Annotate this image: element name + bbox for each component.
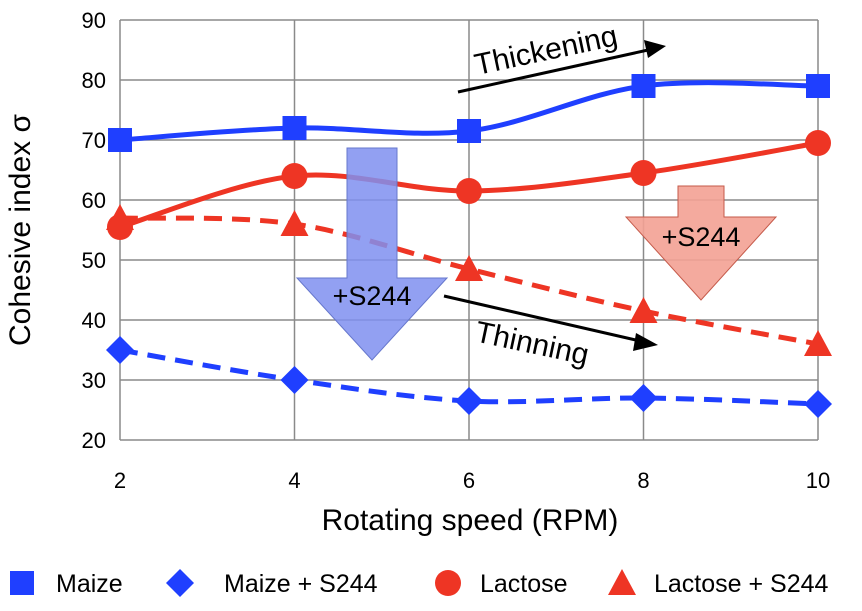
legend: Maize Maize + S244 Lactose Lactose + S244 [10, 569, 829, 598]
data-point-lactose-s244 [804, 330, 832, 356]
x-tick-label: 4 [288, 468, 300, 493]
data-point-maize [108, 128, 132, 152]
series-line-lactose-s244 [119, 215, 819, 347]
legend-marker-lactose-s244 [608, 569, 636, 595]
legend-label-lactose: Lactose [480, 570, 568, 598]
data-point-maize [806, 74, 830, 98]
x-tick-label: 6 [463, 468, 475, 493]
thickening-arrow-head [644, 40, 666, 58]
arrow-label-salmon: +S244 [662, 222, 741, 252]
data-point-maize-s244 [455, 387, 483, 415]
data-point-lactose-s244 [629, 297, 658, 323]
data-point-maize [631, 74, 656, 98]
arrow-label-blue: +S244 [333, 281, 412, 311]
y-tick-label: 80 [82, 68, 106, 93]
y-tick-label: 20 [82, 428, 106, 453]
data-point-maize [457, 119, 481, 143]
y-tick-label: 70 [82, 128, 106, 153]
data-point-lactose [805, 130, 831, 156]
legend-marker-lactose [435, 570, 461, 596]
legend-label-maize-s244: Maize + S244 [224, 570, 378, 598]
data-point-maize-s244 [629, 384, 658, 412]
data-point-maize-s244 [280, 366, 309, 394]
data-point-lactose-s244 [280, 210, 309, 236]
data-point-lactose [281, 163, 308, 189]
x-axis-title: Rotating speed (RPM) [322, 504, 619, 537]
y-tick-label: 90 [82, 8, 106, 33]
legend-label-lactose-s244: Lactose + S244 [654, 570, 829, 598]
legend-label-maize: Maize [56, 570, 123, 598]
y-tick-label: 60 [82, 188, 106, 213]
thinning-label: Thinning [472, 316, 591, 372]
series-layer [106, 74, 832, 418]
x-tick-label: 2 [114, 468, 126, 493]
thinning-arrow-head [633, 333, 658, 351]
legend-marker-maize-s244 [166, 569, 194, 597]
legend-marker-maize [10, 571, 34, 595]
data-point-lactose-s244 [106, 204, 134, 230]
x-tick-labels: 2 4 6 8 10 [114, 468, 830, 493]
down-arrow-salmon [624, 185, 778, 301]
data-point-lactose [630, 160, 657, 186]
thinning-arrow-line [443, 294, 641, 343]
y-tick-label: 50 [82, 248, 106, 273]
x-tick-label: 8 [637, 468, 649, 493]
y-tick-label: 40 [82, 308, 106, 333]
data-point-lactose [456, 178, 482, 204]
y-axis-title: Cohesive index σ [4, 114, 37, 346]
data-point-maize-s244 [106, 336, 134, 364]
x-tick-label: 10 [806, 468, 830, 493]
thickening-arrow-line [457, 48, 649, 94]
data-point-maize-s244 [804, 390, 832, 418]
y-tick-label: 30 [82, 368, 106, 393]
data-point-maize [282, 116, 307, 140]
data-point-lactose-s244 [455, 255, 483, 281]
down-arrow-blue [295, 147, 449, 361]
y-tick-labels: 20 30 40 50 60 70 80 90 [82, 8, 106, 453]
